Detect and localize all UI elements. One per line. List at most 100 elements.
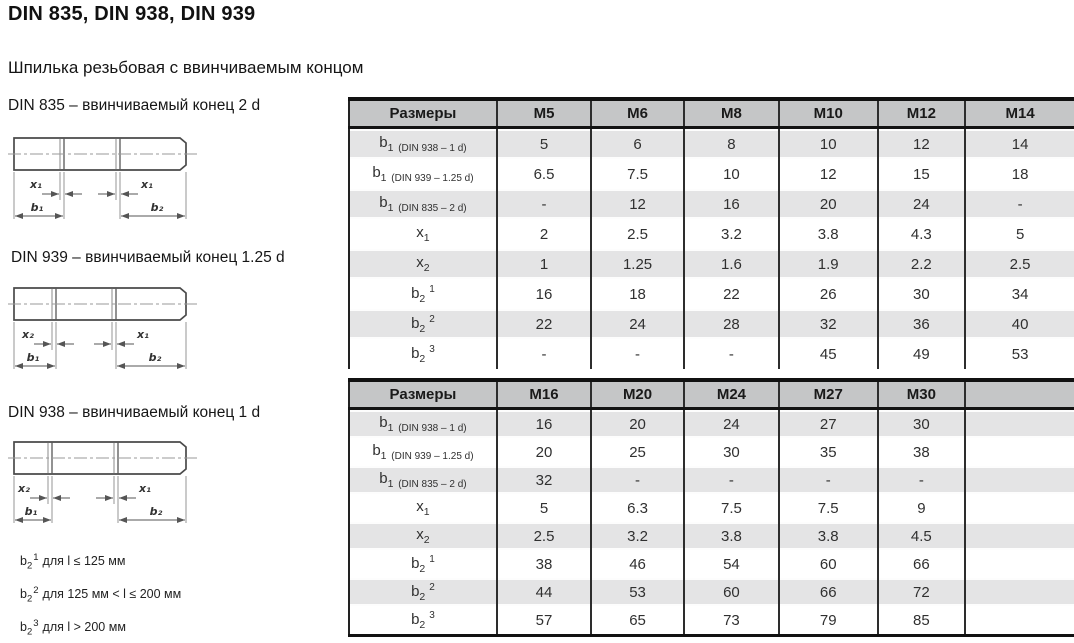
table-header-row: Размеры M5 M6 M8 M10 M12 M14 [349, 99, 1074, 129]
value-cell: 30 [876, 279, 966, 309]
row-label: b21 [411, 283, 435, 305]
value-cell: 2.5 [964, 249, 1074, 279]
value-cell: 38 [876, 438, 966, 466]
value-cell: 66 [777, 578, 878, 606]
value-cell: - [682, 466, 779, 494]
value-cell: 49 [876, 339, 966, 369]
table-row: b23- - -45 49 53 [349, 339, 1074, 369]
stud-figure: x₁ x₁ b₁ b₂ [8, 137, 200, 219]
value-cell: 7.5 [682, 494, 779, 522]
column-header-M20: M20 [590, 380, 684, 410]
value-cell: 10 [682, 159, 779, 189]
size-table-m5-m14: Размеры M5 M6 M8 M10 M12 M14 b1 (DIN 938 – 1 d)… [348, 97, 1074, 369]
row-label: b23 [411, 609, 435, 631]
row-label: b1 (DIN 939 – 1.25 d) [372, 164, 474, 184]
row-label: x1 [416, 224, 430, 244]
value-cell: 36 [876, 309, 966, 339]
dim-label-b-right: b₂ [150, 505, 163, 518]
dim-label-x-right: x₁ [138, 482, 151, 495]
value-cell: 2.2 [876, 249, 966, 279]
row-label: b1 (DIN 835 – 2 d) [349, 189, 497, 219]
dim-label-b-left: b₁ [25, 505, 38, 518]
value-cell: 2.5 [495, 522, 592, 550]
value-cell: 5 [495, 127, 592, 159]
value-cell: 1 [495, 249, 592, 279]
value-cell: 24 [590, 309, 684, 339]
table-row: b22 22 24 28 32 36 40 [349, 309, 1074, 339]
row-label: x1 [416, 498, 430, 518]
value-cell: - [495, 339, 592, 369]
value-cell: 44 [495, 578, 592, 606]
stud-drawing-din939: x₂ x₁ b₁ b₂ [8, 274, 213, 378]
column-header-M8: M8 [682, 99, 779, 129]
column-header-M5: M5 [495, 99, 592, 129]
table-row: b1 (DIN 938 – 1 d) 5 6 8 10 12 14 [349, 127, 1074, 159]
value-cell: - [777, 466, 878, 494]
value-cell: 85 [876, 606, 966, 636]
value-cell: 35 [777, 438, 878, 466]
table-row: b1 (DIN 939 – 1.25 d) 20 25 30 35 38 [349, 438, 1074, 466]
value-cell: 24 [876, 189, 966, 219]
value-cell: 7.5 [590, 159, 684, 189]
row-label: b1 (DIN 939 – 1.25 d) [372, 442, 474, 462]
value-cell: 60 [682, 578, 779, 606]
footnote-text: для l ≤ 125 мм [42, 554, 126, 569]
value-cell: 20 [777, 189, 878, 219]
footnote-symbol: b [20, 554, 27, 569]
tables-column: Размеры M5 M6 M8 M10 M12 M14 b1 (DIN 938 – 1 d)… [348, 97, 1074, 637]
value-cell: - [964, 189, 1074, 219]
dim-label-x-right: x₁ [140, 178, 153, 191]
drawing-caption-din939: DIN 939 – ввинчиваемый конец 1.25 d [11, 249, 285, 266]
dim-label-b-right: b₂ [151, 201, 164, 214]
value-cell: 22 [495, 309, 592, 339]
table-row: b1 (DIN 835 – 2 d) -12 16 20 24- [349, 189, 1074, 219]
value-cell: 14 [964, 127, 1074, 159]
header-sizes-label: Размеры [349, 99, 497, 129]
value-cell: - [590, 466, 684, 494]
value-cell: 53 [964, 339, 1074, 369]
table-row: x2 2.5 3.2 3.8 3.8 4.5 [349, 522, 1074, 550]
value-cell [964, 550, 1074, 578]
page-title: DIN 835, DIN 938, DIN 939 [8, 3, 256, 25]
footnote-b2-2: b22 для 125 мм < l ≤ 200 мм [20, 585, 182, 605]
column-header-M27: M27 [777, 380, 878, 410]
stud-figure: x₂ x₁ b₁ b₂ [8, 441, 200, 523]
value-cell: 22 [682, 279, 779, 309]
value-cell: 3.2 [682, 219, 779, 249]
value-cell [964, 494, 1074, 522]
value-cell: 3.8 [682, 522, 779, 550]
row-label: b1 (DIN 835 – 2 d) [349, 466, 497, 494]
table-row: b21 38 46 54 60 66 [349, 550, 1074, 578]
value-cell: 10 [777, 127, 878, 159]
value-cell [964, 438, 1074, 466]
value-cell: 16 [682, 189, 779, 219]
value-cell: - [682, 339, 779, 369]
value-cell: 72 [876, 578, 966, 606]
value-cell: 45 [777, 339, 878, 369]
value-cell: 3.2 [590, 522, 684, 550]
value-cell: - [590, 339, 684, 369]
value-cell: 3.8 [777, 522, 878, 550]
value-cell: 25 [590, 438, 684, 466]
value-cell: 1.6 [682, 249, 779, 279]
value-cell: 7.5 [777, 494, 878, 522]
table-row: x1 5 6.3 7.5 7.5 9 [349, 494, 1074, 522]
value-cell [964, 466, 1074, 494]
drawing-caption-din835: DIN 835 – ввинчиваемый конец 2 d [8, 97, 261, 114]
value-cell: 5 [964, 219, 1074, 249]
header-sizes-label: Размеры [349, 380, 497, 410]
value-cell: 28 [682, 309, 779, 339]
column-header-M6: M6 [590, 99, 684, 129]
value-cell [964, 578, 1074, 606]
column-header-M30: M30 [876, 380, 966, 410]
value-cell: 8 [682, 127, 779, 159]
footnote-symbol: b [20, 587, 27, 602]
value-cell: 4.5 [876, 522, 966, 550]
value-cell: 54 [682, 550, 779, 578]
row-label: b22 [349, 309, 497, 339]
dim-label-b-left: b₁ [31, 201, 44, 214]
footnote-text: для 125 мм < l ≤ 200 мм [42, 587, 182, 602]
page-subtitle: Шпилька резьбовая с ввинчиваемым концом [8, 58, 364, 77]
dim-label-x-right: x₁ [136, 328, 149, 341]
row-label: x2 [349, 249, 497, 279]
